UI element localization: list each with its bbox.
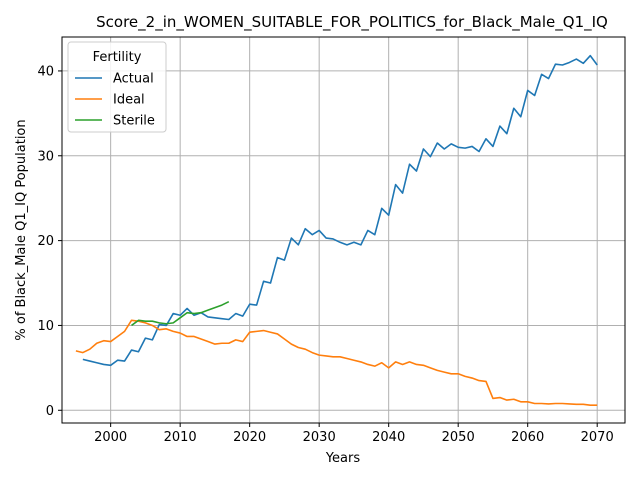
- x-tick-label: 2010: [164, 430, 197, 445]
- legend-label-sterile: Sterile: [113, 114, 155, 129]
- series-line-ideal: [76, 320, 597, 405]
- legend-label-actual: Actual: [113, 72, 154, 87]
- x-tick-label: 2020: [233, 430, 266, 445]
- y-tick-label: 0: [46, 404, 54, 419]
- legend-label-ideal: Ideal: [113, 93, 145, 108]
- y-tick-label: 20: [37, 234, 54, 249]
- y-tick-label: 30: [37, 149, 54, 164]
- x-tick-label: 2000: [94, 430, 127, 445]
- y-axis: 0 10 20 30 40: [37, 64, 62, 418]
- chart-title: Score_2_in_WOMEN_SUITABLE_FOR_POLITICS_f…: [96, 13, 608, 32]
- x-tick-label: 2050: [442, 430, 475, 445]
- x-tick-label: 2030: [303, 430, 336, 445]
- y-tick-label: 40: [37, 64, 54, 79]
- x-axis: 2000 2010 2020 2030 2040 2050 2060 2070: [94, 423, 614, 445]
- legend: Fertility Actual Ideal Sterile: [68, 42, 166, 132]
- x-tick-label: 2060: [511, 430, 544, 445]
- x-tick-label: 2070: [581, 430, 614, 445]
- x-axis-label: Years: [325, 451, 361, 466]
- x-tick-label: 2040: [372, 430, 405, 445]
- legend-title: Fertility: [93, 50, 142, 65]
- y-axis-label: % of Black_Male Q1_IQ Population: [14, 119, 29, 340]
- y-tick-label: 10: [37, 319, 54, 334]
